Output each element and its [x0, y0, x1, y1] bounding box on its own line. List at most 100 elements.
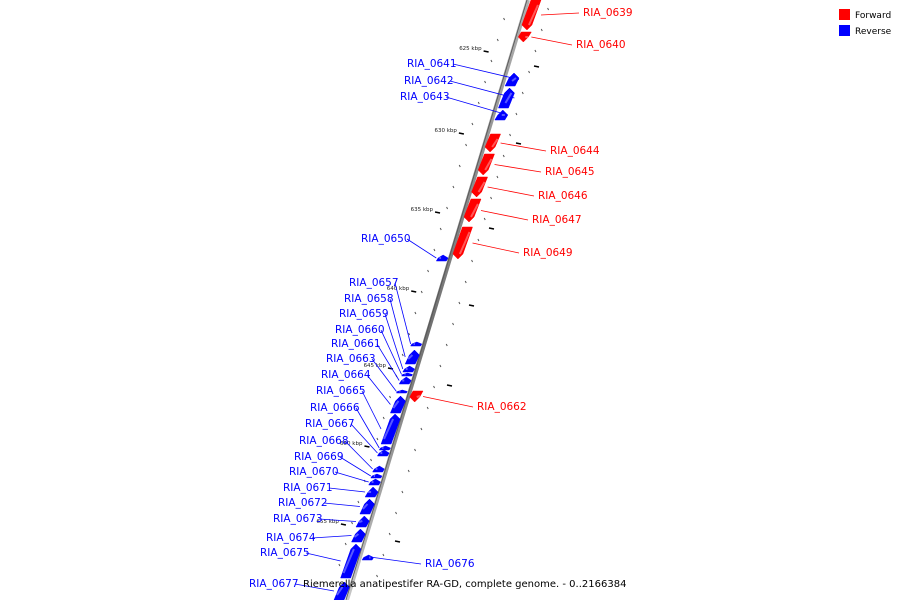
tick-label: 650 kbp	[340, 441, 363, 447]
gene-feature-highlight	[484, 158, 493, 171]
minor-tick	[465, 143, 468, 147]
gene-label-ria-0642[interactable]: RIA_0642	[404, 75, 454, 87]
minor-tick	[503, 17, 506, 21]
gene-label-ria-0647[interactable]: RIA_0647	[532, 214, 582, 226]
gene-label-ria-0669[interactable]: RIA_0669	[294, 451, 344, 463]
minor-tick	[338, 563, 341, 567]
gene-feature-ria-0645[interactable]	[477, 153, 495, 176]
leader-line-ria-0666	[355, 407, 380, 449]
gene-label-ria-0645[interactable]: RIA_0645	[545, 166, 595, 178]
gene-label-ria-0673[interactable]: RIA_0673	[273, 513, 323, 525]
gene-label-ria-0657[interactable]: RIA_0657	[349, 277, 399, 289]
gene-label-ria-0650[interactable]: RIA_0650	[361, 233, 411, 245]
gene-label-ria-0665[interactable]: RIA_0665	[316, 385, 366, 397]
gene-feature-highlight	[458, 231, 471, 255]
gene-feature-ria-0669[interactable]	[370, 473, 383, 479]
minor-tick	[515, 112, 518, 116]
gene-feature-ria-0642[interactable]	[498, 87, 515, 109]
gene-feature-ria-0664[interactable]	[390, 395, 406, 414]
minor-tick	[344, 542, 347, 546]
minor-tick	[420, 290, 423, 294]
tick-label: 625 kbp	[459, 46, 482, 52]
gene-feature-ria-0647[interactable]	[463, 198, 482, 223]
gene-label-ria-0639[interactable]: RIA_0639	[583, 7, 633, 19]
gene-feature-ria-0673[interactable]	[355, 515, 370, 528]
gene-feature-highlight	[416, 395, 421, 398]
gene-feature-ria-0677[interactable]	[333, 581, 350, 600]
gene-label-ria-0646[interactable]: RIA_0646	[538, 190, 588, 202]
gene-label-ria-0670[interactable]: RIA_0670	[289, 466, 339, 478]
tick-label: 630 kbp	[434, 128, 457, 134]
legend-swatch-forward	[839, 9, 850, 20]
legend-item-reverse: Reverse	[839, 25, 892, 37]
minor-tick	[376, 574, 378, 578]
minor-tick	[540, 28, 543, 32]
gene-label-ria-0663[interactable]: RIA_0663	[326, 353, 376, 365]
gene-label-ria-0661[interactable]: RIA_0661	[331, 338, 381, 350]
gene-feature-ria-0657[interactable]	[410, 341, 423, 347]
leader-line-ria-0661	[376, 343, 400, 381]
gene-feature-ria-0660[interactable]	[401, 372, 413, 377]
gene-label-ria-0671[interactable]: RIA_0671	[283, 482, 333, 494]
gene-feature-highlight	[407, 354, 414, 360]
gene-feature-ria-0644[interactable]	[484, 133, 501, 153]
gene-label-ria-0644[interactable]: RIA_0644	[550, 145, 600, 157]
leader-line-ria-0659	[384, 313, 404, 370]
gene-label-ria-0640[interactable]: RIA_0640	[576, 39, 626, 51]
gene-feature-ria-0675[interactable]	[340, 543, 362, 579]
gene-feature-ria-0659[interactable]	[402, 365, 415, 373]
gene-feature-ria-0649[interactable]	[452, 226, 473, 260]
gene-feature-ria-0665[interactable]	[380, 413, 401, 445]
minor-tick	[452, 185, 455, 189]
gene-feature-ria-0646[interactable]	[471, 176, 488, 198]
gene-feature-ria-0666[interactable]	[378, 445, 391, 451]
gene-feature-ria-0661[interactable]	[398, 376, 412, 385]
gene-label-ria-0676[interactable]: RIA_0676	[425, 558, 475, 570]
gene-feature-ria-0650[interactable]	[435, 254, 449, 262]
gene-feature-ria-0671[interactable]	[364, 486, 379, 498]
gene-feature-ria-0640[interactable]	[517, 31, 532, 43]
gene-label-ria-0666[interactable]: RIA_0666	[310, 402, 360, 414]
gene-label-ria-0659[interactable]: RIA_0659	[339, 308, 389, 320]
gene-label-ria-0660[interactable]: RIA_0660	[335, 324, 385, 336]
gene-feature-highlight	[383, 418, 395, 440]
gene-feature-ria-0658[interactable]	[404, 349, 420, 365]
gene-feature-ria-0639[interactable]	[521, 0, 542, 31]
gene-feature-ria-0643[interactable]	[494, 109, 509, 121]
gene-label-ria-0672[interactable]: RIA_0672	[278, 497, 328, 509]
gene-label-ria-0667[interactable]: RIA_0667	[305, 418, 355, 430]
leader-line-ria-0639	[540, 12, 580, 16]
major-tick	[458, 132, 465, 135]
gene-feature-ria-0662[interactable]	[409, 390, 424, 403]
gene-label-ria-0662[interactable]: RIA_0662	[477, 401, 527, 413]
gene-label-ria-0668[interactable]: RIA_0668	[299, 435, 349, 447]
major-tick	[411, 290, 417, 293]
gene-feature-ria-0641[interactable]	[504, 72, 520, 87]
gene-label-ria-0675[interactable]: RIA_0675	[260, 547, 310, 559]
leader-line-ria-0640	[531, 36, 573, 46]
gene-feature-ria-0676[interactable]	[361, 554, 374, 561]
minor-tick	[376, 437, 379, 441]
leader-line-ria-0674	[311, 535, 352, 539]
gene-label-ria-0677[interactable]: RIA_0677	[249, 578, 299, 590]
gene-label-ria-0658[interactable]: RIA_0658	[344, 293, 394, 305]
leader-line-ria-0673	[318, 518, 357, 522]
gene-labels: RIA_0639 RIA_0640 RIA_0641 RIA_0642 RIA_0643…	[249, 7, 633, 590]
gene-feature-ria-0663[interactable]	[395, 389, 408, 394]
leader-line-ria-0647	[480, 210, 529, 221]
minor-tick	[477, 101, 480, 105]
gene-feature-ria-0667[interactable]	[376, 449, 390, 457]
gene-label-ria-0643[interactable]: RIA_0643	[400, 91, 450, 103]
gene-label-ria-0641[interactable]: RIA_0641	[407, 58, 457, 70]
gene-feature-highlight	[470, 203, 479, 218]
gene-label-ria-0664[interactable]: RIA_0664	[321, 369, 371, 381]
leader-line-ria-0658	[389, 298, 406, 358]
gene-feature-ria-0668[interactable]	[372, 465, 385, 473]
gene-label-ria-0674[interactable]: RIA_0674	[266, 532, 316, 544]
gene-feature-ria-0670[interactable]	[368, 478, 381, 486]
gene-label-ria-0649[interactable]: RIA_0649	[523, 247, 573, 259]
gene-feature-ria-0674[interactable]	[351, 528, 366, 543]
gene-feature-highlight	[528, 4, 539, 26]
gene-feature-ria-0672[interactable]	[359, 498, 375, 515]
